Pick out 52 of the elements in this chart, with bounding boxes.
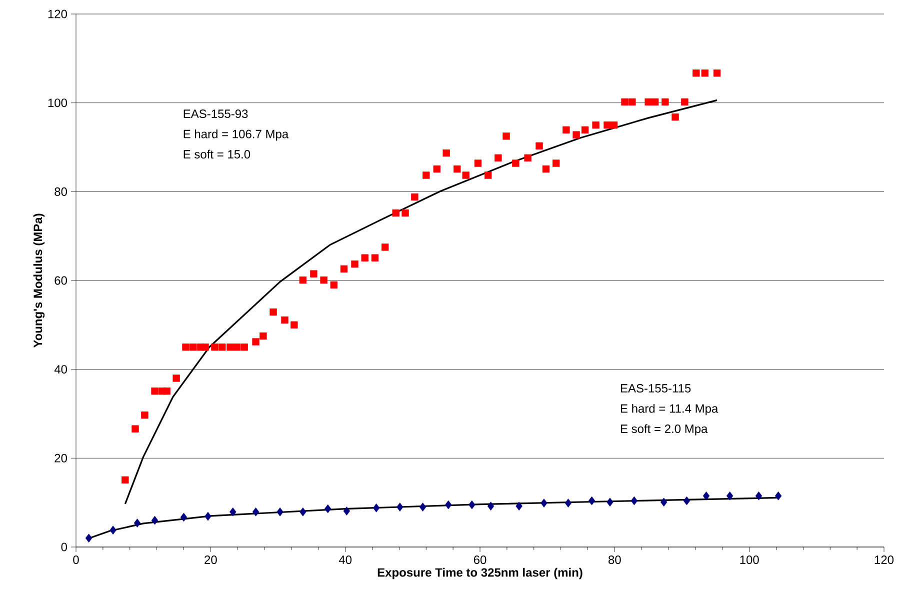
y-tick-label: 40 (54, 365, 68, 374)
point (774, 492, 782, 500)
y-tick-label: 60 (54, 276, 68, 285)
y-tick-label: 80 (54, 187, 68, 196)
x-axis-title: Exposure Time to 325nm laser (min) (378, 568, 582, 580)
point (630, 496, 638, 506)
x-tick-label: 0 (73, 556, 79, 564)
point (683, 496, 690, 506)
y-axis-title: Young's Modulus (MPa) (33, 214, 45, 348)
point (180, 512, 188, 522)
annotation: E soft = 15.0 (184, 150, 250, 159)
point (702, 492, 710, 500)
point (85, 534, 92, 543)
x-tick-label: 80 (608, 556, 621, 564)
point (726, 492, 734, 500)
point (419, 502, 426, 512)
point (660, 498, 668, 507)
x-tick-label: 20 (204, 556, 217, 564)
point (516, 502, 522, 511)
point (755, 492, 762, 500)
point (300, 508, 306, 516)
y-tick-label: 0 (61, 542, 68, 552)
annotation: E hard = 106.7 Mpa (184, 129, 289, 141)
annotation: EAS-155-93 (184, 110, 248, 118)
y-tick-label: 120 (48, 10, 67, 18)
point (230, 508, 236, 516)
point (110, 526, 116, 535)
point (445, 500, 452, 510)
point (564, 498, 572, 508)
x-tick-label: 120 (874, 556, 894, 564)
annotation: EAS-155-115 (620, 384, 691, 393)
x-tick-label: 60 (474, 556, 486, 564)
annotation: E hard = 11.4 Mpa (620, 404, 718, 416)
point (134, 518, 141, 528)
x-tick-label: 40 (338, 556, 352, 564)
point (588, 496, 596, 506)
point (276, 508, 284, 516)
point (396, 502, 404, 512)
y-tick-label: 100 (48, 98, 67, 108)
annotation: E soft = 2.0 Mpa (620, 424, 708, 436)
point (468, 500, 476, 510)
point (343, 506, 350, 516)
point (204, 512, 212, 521)
point (540, 498, 548, 508)
point (324, 504, 332, 514)
y-tick-label: 20 (54, 454, 68, 462)
point (372, 504, 380, 512)
point (252, 508, 260, 516)
x-tick-label: 100 (740, 556, 759, 564)
point (606, 498, 614, 507)
point (487, 502, 494, 511)
point (151, 516, 158, 525)
